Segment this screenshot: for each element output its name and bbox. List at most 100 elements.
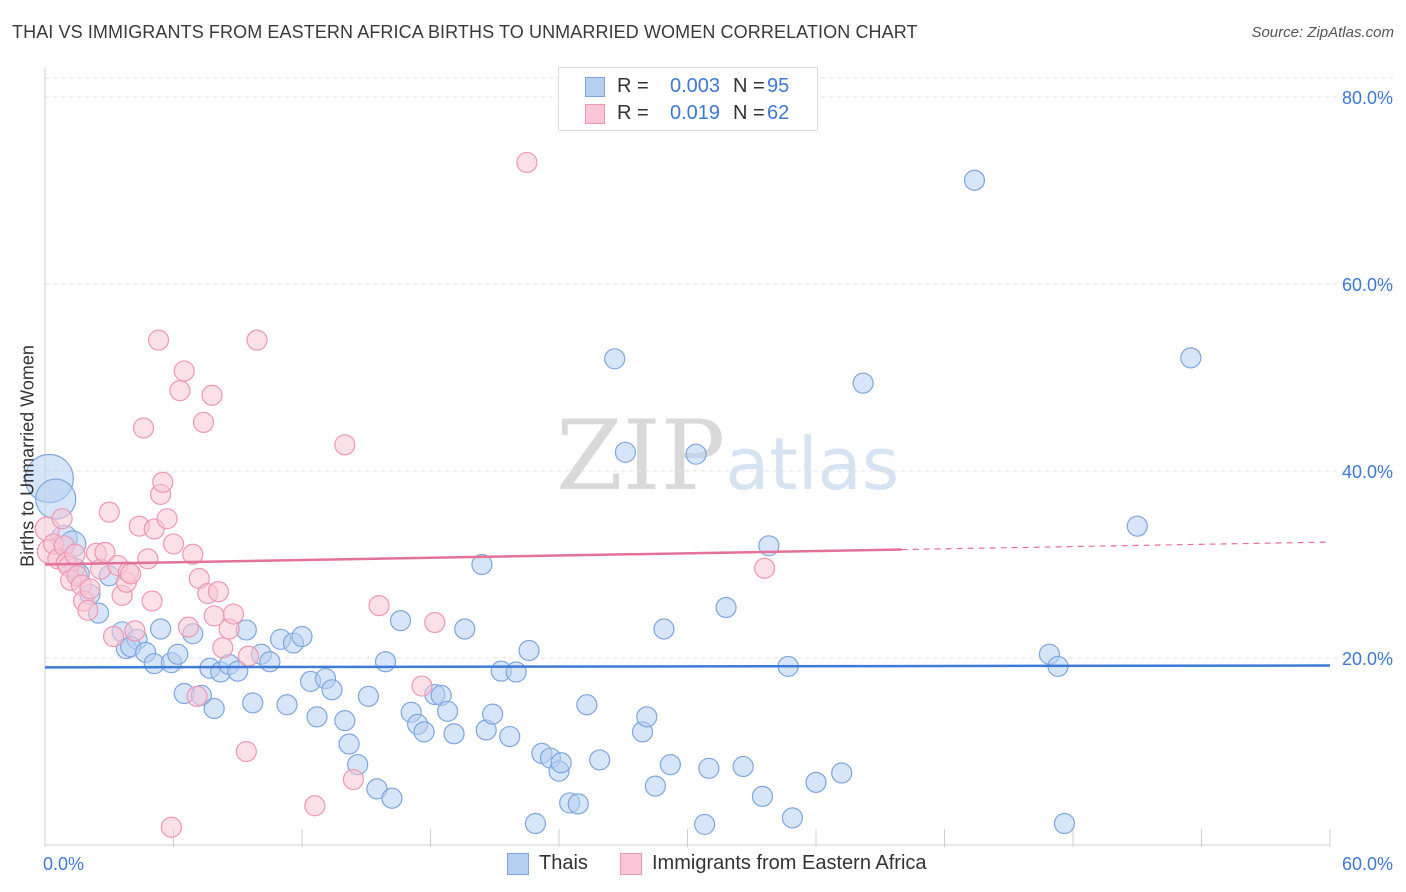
data-point: [567, 793, 589, 815]
data-point: [694, 813, 716, 836]
data-point: [576, 694, 598, 716]
data-point: [443, 723, 465, 745]
legend: R = 0.003 N = 95 R = 0.019 N = 62: [558, 67, 818, 131]
data-point: [963, 169, 986, 191]
trend-lines: [44, 541, 1331, 669]
data-point: [781, 807, 804, 829]
data-point: [659, 753, 681, 776]
data-point: [160, 816, 182, 838]
data-point: [169, 379, 191, 402]
data-point: [259, 651, 281, 673]
data-point: [482, 703, 504, 725]
data-point: [79, 578, 101, 600]
data-point: [852, 372, 874, 394]
data-point: [831, 762, 853, 784]
data-point: [389, 609, 412, 632]
data-point: [499, 725, 521, 748]
data-point: [321, 679, 343, 701]
data-point: [51, 508, 73, 530]
eastern-africa-trend-extension: [901, 541, 1331, 551]
data-point: [147, 329, 170, 351]
data-point: [124, 620, 146, 642]
data-point: [201, 384, 223, 406]
data-point: [120, 563, 142, 585]
data-point: [192, 411, 215, 433]
data-point: [177, 616, 200, 638]
legend-r-value: 0.003: [669, 75, 721, 97]
data-point: [805, 771, 827, 793]
eastern-africa-trend-line: [44, 548, 902, 566]
data-point: [334, 710, 356, 732]
legend-r-label: R =: [617, 75, 649, 97]
data-point: [132, 417, 155, 439]
data-point: [550, 752, 572, 774]
legend-r-label: R =: [617, 102, 649, 124]
x-tick-label: 60.0%: [1342, 854, 1393, 874]
y-tick-label: 20.0%: [1342, 649, 1393, 669]
data-point: [246, 329, 268, 351]
data-point: [186, 685, 208, 707]
x-tick-label: 0.0%: [43, 854, 84, 874]
data-point: [505, 661, 527, 683]
data-point: [222, 603, 245, 625]
data-point: [753, 557, 776, 579]
data-point: [454, 618, 476, 640]
bottom-legend-label: Immigrants from Eastern Africa: [652, 852, 927, 874]
eastern-africa-swatch: [585, 104, 605, 124]
thais-swatch: [507, 853, 529, 875]
y-axis-label: Births to Unmarried Women: [17, 345, 38, 567]
data-point: [306, 706, 328, 728]
y-tick-label: 40.0%: [1342, 462, 1393, 482]
data-point: [338, 733, 360, 755]
data-point: [150, 618, 172, 640]
data-point: [167, 643, 189, 665]
data-point: [203, 697, 225, 720]
data-point: [235, 740, 257, 763]
data-point: [636, 706, 658, 728]
legend-n-value: 62: [767, 102, 790, 124]
data-point: [437, 700, 459, 722]
bottom-legend-label: Thais: [539, 852, 588, 874]
eastern-africa-swatch: [620, 853, 642, 875]
data-point: [152, 471, 174, 493]
data-point: [357, 685, 379, 707]
eastern-africa-points: [34, 151, 776, 838]
data-point: [368, 595, 390, 617]
data-point: [182, 543, 204, 565]
data-point: [374, 651, 397, 673]
y-tick-label: 60.0%: [1342, 275, 1393, 295]
watermark: ZIPatlas: [556, 400, 899, 512]
data-point: [98, 501, 120, 523]
data-point: [1053, 812, 1076, 835]
data-point: [162, 533, 185, 555]
data-point: [411, 675, 433, 697]
data-point: [156, 508, 178, 530]
data-point: [698, 757, 720, 779]
chart-title: THAI VS IMMIGRANTS FROM EASTERN AFRICA B…: [12, 22, 918, 42]
data-point: [518, 639, 540, 662]
data-point: [237, 645, 260, 667]
data-point: [589, 749, 611, 771]
data-point: [173, 360, 195, 382]
data-point: [604, 348, 626, 370]
data-point: [77, 599, 99, 621]
data-point: [304, 795, 326, 817]
data-point: [685, 443, 707, 465]
legend-n-label: N =: [733, 102, 765, 124]
data-point: [471, 553, 493, 576]
watermark-atlas: atlas: [725, 422, 900, 506]
data-point: [137, 548, 159, 570]
data-point: [614, 441, 636, 463]
data-point: [516, 151, 538, 174]
data-point: [1180, 347, 1202, 369]
data-point: [644, 775, 666, 797]
data-point: [141, 590, 163, 612]
thais-swatch: [585, 77, 605, 97]
data-point: [524, 812, 547, 835]
tick-labels: 20.0% 40.0% 60.0% 80.0% 0.0% 60.0%: [43, 88, 1393, 874]
data-point: [342, 768, 364, 791]
data-point: [291, 625, 313, 648]
thais-trend-line: [44, 664, 1331, 669]
legend-r-value: 0.019: [669, 102, 721, 124]
